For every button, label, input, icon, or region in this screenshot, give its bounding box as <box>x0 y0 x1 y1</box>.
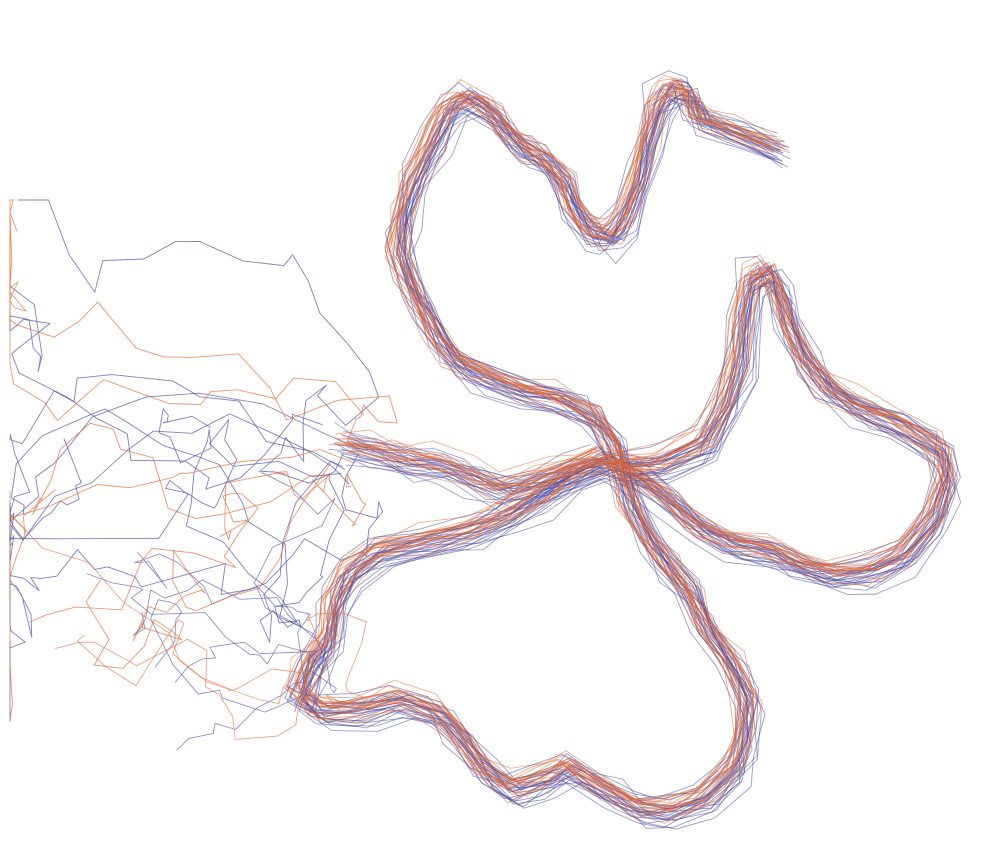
backbone-trace <box>133 580 325 713</box>
backbone-trace <box>10 217 364 421</box>
backbone-trace <box>18 200 379 483</box>
backbone-trace <box>55 639 314 739</box>
backbone-trace <box>10 393 354 637</box>
backbone-trace <box>10 420 342 546</box>
backbone-trace <box>11 409 343 642</box>
ensemble-view <box>0 0 990 867</box>
backbone-trace <box>23 423 365 534</box>
backbone-trace <box>10 453 383 594</box>
backbone-trace <box>87 574 326 672</box>
backbone-trace <box>175 642 318 712</box>
backbone-trace <box>10 200 397 442</box>
backbone-trace <box>77 620 305 704</box>
